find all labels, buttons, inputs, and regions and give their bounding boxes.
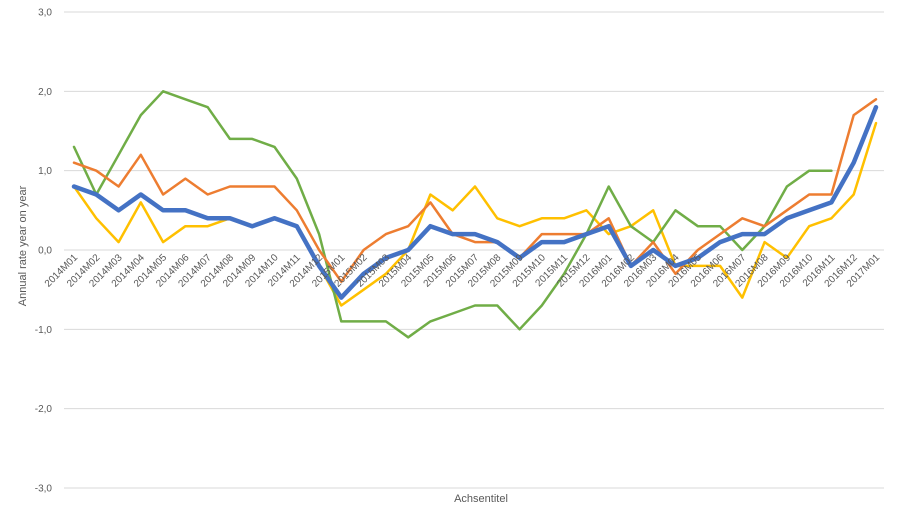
y-tick-label: -2,0 xyxy=(35,404,53,415)
series-lines xyxy=(71,90,879,339)
y-tick-label: -1,0 xyxy=(35,325,53,336)
series-line-2 xyxy=(72,98,878,283)
y-axis-title: Annual rate year on year xyxy=(17,185,29,306)
x-axis-ticks: 2014M012014M022014M032014M042014M052014M… xyxy=(43,252,883,290)
y-axis-ticks: 3,0 2,0 1,0 0,0 -1,0 -2,0 -3,0 xyxy=(35,8,53,495)
y-tick-label: -3,0 xyxy=(35,484,53,495)
series-line-1 xyxy=(71,104,879,300)
gridlines xyxy=(64,11,884,489)
y-tick-label: 1,0 xyxy=(38,166,52,177)
y-tick-label: 0,0 xyxy=(38,246,52,257)
y-tick-label: 2,0 xyxy=(38,87,52,98)
x-axis-title: Achsentitel xyxy=(454,493,508,505)
series-line-4 xyxy=(72,90,833,339)
series-line-3 xyxy=(72,121,878,307)
y-tick-label: 3,0 xyxy=(38,8,52,19)
